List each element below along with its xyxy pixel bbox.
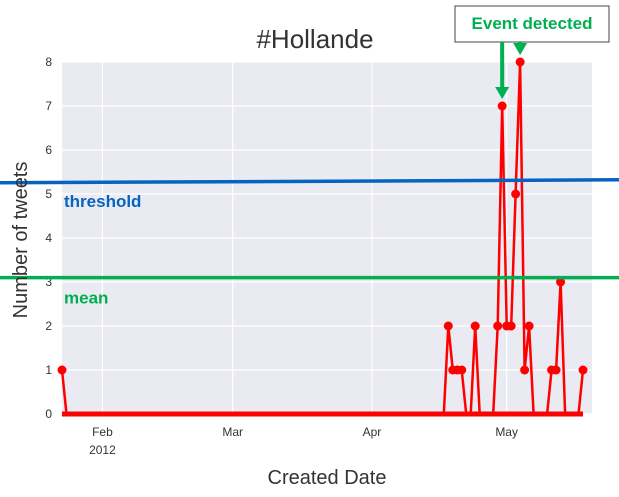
chart-title: #Hollande <box>256 24 373 54</box>
data-point <box>515 57 525 67</box>
x-tick-label: Apr <box>363 425 382 439</box>
data-point <box>520 365 530 375</box>
data-point <box>551 365 561 375</box>
data-point <box>57 365 67 375</box>
x-tick-label: May <box>495 425 518 439</box>
y-tick-label: 3 <box>45 275 52 289</box>
data-point <box>470 321 480 331</box>
data-point <box>457 365 467 375</box>
data-point <box>511 189 521 199</box>
annotation-arrowhead <box>513 43 528 55</box>
annotation-text: Event detected <box>472 14 593 33</box>
annotation: Event detected <box>454 5 610 99</box>
grid <box>62 61 592 415</box>
annotation-box <box>454 5 610 43</box>
x-tick-label: Mar <box>222 425 243 439</box>
y-tick-label: 1 <box>45 363 52 377</box>
y-tick-label: 7 <box>45 99 52 113</box>
reference-line-label: mean <box>64 289 108 308</box>
reference-lines: threshold mean <box>0 178 619 308</box>
data-point <box>493 321 503 331</box>
annotation-arrowhead <box>495 87 510 99</box>
y-tick-label: 5 <box>45 187 52 201</box>
y-tick-label: 8 <box>45 55 52 69</box>
data-point <box>497 101 507 111</box>
x-axis-title: Created Date <box>268 467 387 489</box>
data-point <box>578 365 588 375</box>
y-axis-ticks: 0 1 2 3 4 5 6 7 8 <box>45 55 52 421</box>
data-point <box>506 321 516 331</box>
data-point <box>524 321 534 331</box>
y-tick-label: 6 <box>45 143 52 157</box>
y-tick-label: 2 <box>45 319 52 333</box>
reference-line <box>0 178 619 185</box>
x-tick-label: Feb <box>92 425 113 439</box>
x-axis-ticks: Feb 2012 Mar Apr May <box>89 425 518 457</box>
y-axis-title: Number of tweets <box>10 162 32 319</box>
series-layer <box>57 57 588 417</box>
data-point <box>556 277 566 287</box>
y-tick-label: 4 <box>45 231 52 245</box>
x-tick-sublabel: 2012 <box>89 443 116 457</box>
reference-line-label: threshold <box>64 192 141 211</box>
data-point <box>443 321 453 331</box>
y-tick-label: 0 <box>45 407 52 421</box>
